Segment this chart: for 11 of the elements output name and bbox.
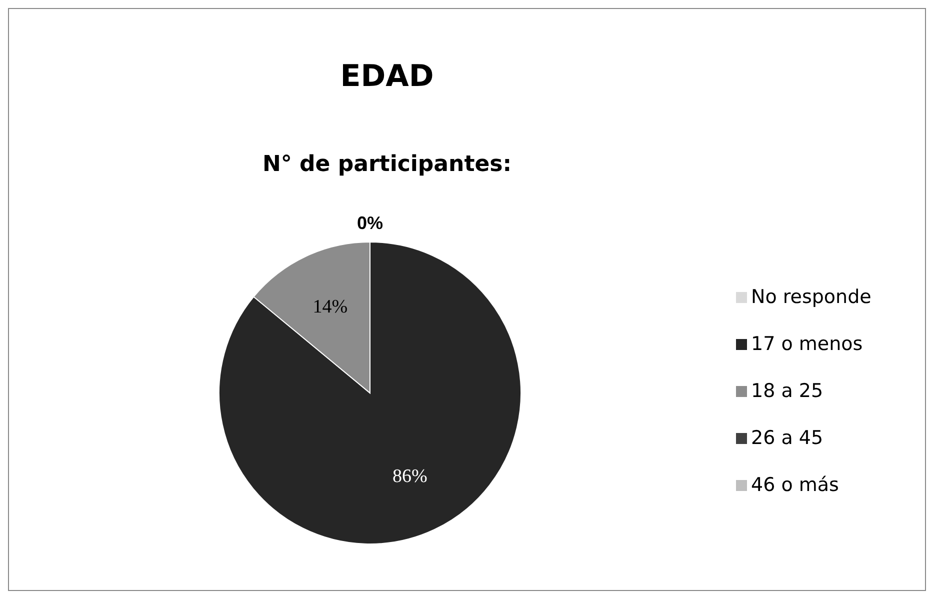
legend-label: 46 o más (751, 474, 839, 496)
legend-label: 26 a 45 (751, 427, 824, 450)
data-label: 14% (312, 296, 348, 318)
legend-label: 17 o menos (751, 333, 863, 356)
legend-label: 18 a 25 (751, 380, 824, 402)
pie-slice (218, 242, 522, 544)
data-label: 86% (392, 466, 428, 488)
chart-subtitle: N° de participantes: (262, 152, 512, 177)
chart-title: EDAD (340, 59, 434, 94)
legend-label: No responde (751, 286, 872, 308)
text: 0% (356, 212, 384, 233)
